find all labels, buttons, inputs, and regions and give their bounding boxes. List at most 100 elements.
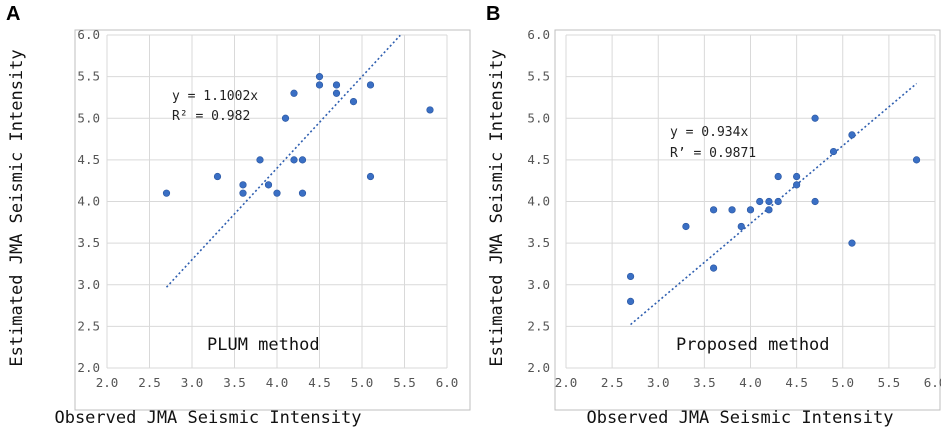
- panel-b-data-point: [756, 197, 764, 206]
- panel-b-x-tick-label: 5.0: [831, 375, 854, 390]
- panel-a-data-point: [281, 114, 290, 122]
- panel-b-data-point: [682, 222, 690, 231]
- panel-b-data-point: [848, 239, 856, 247]
- panel-a-data-point: [315, 73, 324, 81]
- panel-a-equation: y = 1.1002x: [172, 89, 258, 104]
- panel-a-y-tick-labels: 2.0 2.5 3.0 3.5 4.0 4.5 5.0 5.5 6.0: [77, 27, 100, 375]
- panel-b-x-tick-label: 4.5: [785, 375, 808, 390]
- panel-b-data-point: [912, 156, 921, 164]
- panel-a-y-tick-label: 5.5: [77, 69, 100, 84]
- panel-b-y-tick-label: 2.0: [527, 360, 550, 375]
- panel-b-equation: y = 0.934x: [670, 125, 748, 140]
- panel-b-y-tick-label: 4.5: [527, 152, 550, 167]
- panel-a-y-tick-label: 4.0: [77, 194, 100, 209]
- panel-a-data-point: [239, 181, 247, 189]
- panel-b-x-tick-label: 5.5: [878, 375, 901, 390]
- panel-b-x-tick-labels: 2.0 2.5 3.0 3.5 4.0 4.5 5.0 5.5 6.0: [555, 375, 941, 390]
- panel-b-method-label: Proposed method: [676, 335, 830, 355]
- panel-a-y-tick-label: 5.0: [77, 110, 100, 125]
- panel-b-letter: B: [486, 3, 500, 25]
- panel-a-data-point: [349, 97, 358, 106]
- panel-b-data-point: [765, 197, 773, 206]
- panel-a-y-axis-title: Estimated JMA Seismic Intensity: [7, 49, 27, 366]
- panel-a-x-tick-label: 2.5: [138, 375, 161, 390]
- panel-a-x-tick-label: 3.5: [223, 375, 246, 390]
- panel-a-r-squared: R² = 0.982: [172, 109, 250, 124]
- panel-a-data-point: [298, 189, 307, 197]
- panel-b-y-tick-label: 2.5: [527, 318, 550, 333]
- panel-a-x-tick-label: 5.0: [351, 375, 374, 390]
- panel-a-data-point: [264, 181, 273, 189]
- panel-a-y-tick-label: 2.0: [77, 360, 100, 375]
- panel-a-x-axis-title: Observed JMA Seismic Intensity: [54, 408, 361, 428]
- panel-a-data-point: [366, 81, 375, 89]
- panel-a-x-tick-label: 3.0: [181, 375, 204, 390]
- panel-a-y-tick-label: 6.0: [77, 27, 100, 42]
- panel-b-data-point: [811, 197, 819, 206]
- panel-b-data-point: [737, 222, 745, 231]
- panel-a-y-tick-label: 2.5: [77, 318, 100, 333]
- panel-a-x-tick-label: 4.5: [308, 375, 331, 390]
- panel-b-data-point: [765, 206, 773, 214]
- panel-a-data-point: [426, 106, 434, 114]
- panel-a-data-point: [298, 156, 307, 164]
- panel-b-data-point: [728, 206, 736, 214]
- panel-b-y-tick-label: 5.5: [527, 69, 550, 84]
- panel-b-data-point: [709, 264, 718, 272]
- panel-b-x-tick-label: 2.5: [601, 375, 624, 390]
- panel-b-data-point: [829, 147, 838, 156]
- panel-b-y-tick-label: 5.0: [527, 110, 550, 125]
- panel-a-method-label: PLUM method: [207, 335, 320, 355]
- panel-a-x-tick-label: 2.0: [96, 375, 119, 390]
- panel-a-data-point: [239, 189, 247, 197]
- panel-b-data-point: [626, 297, 635, 306]
- panel-b-x-tick-label: 3.5: [693, 375, 716, 390]
- panel-a-data-point: [162, 189, 171, 197]
- panel-b-x-tick-label: 2.0: [555, 375, 578, 390]
- panel-b-trendline: [630, 82, 918, 326]
- panel-b-data-point: [774, 172, 782, 181]
- panel-b-y-tick-labels: 2.0 2.5 3.0 3.5 4.0 4.5 5.0 5.5 6.0: [527, 27, 550, 375]
- panel-a-x-tick-labels: 2.0 2.5 3.0 3.5 4.0 4.5 5.0 5.5 6.0: [96, 375, 459, 390]
- panel-b-y-tick-label: 3.5: [527, 235, 550, 250]
- panel-b-data-point: [626, 272, 635, 281]
- panel-b-gridlines: [565, 34, 936, 369]
- panel-a-x-tick-label: 4.0: [266, 375, 289, 390]
- panel-b-x-tick-label: 4.0: [739, 375, 762, 390]
- panel-a-data-point: [332, 89, 341, 97]
- panel-b: B 2.0 2.5 3.0 3.5 4.0 4.5 5.0 5.5 6.0 2.0 2.5 3.0 3…: [486, 3, 941, 428]
- panel-b-r-squared: R’ = 0.9871: [670, 146, 756, 161]
- panel-a-data-point: [256, 156, 264, 164]
- panel-b-y-axis-title: Estimated JMA Seismic Intensity: [487, 49, 507, 366]
- panel-b-data-point: [811, 114, 819, 122]
- panel-b-x-axis-title: Observed JMA Seismic Intensity: [586, 408, 893, 428]
- panel-a-data-point: [315, 81, 324, 89]
- panel-a-points: [162, 73, 434, 197]
- panel-b-y-tick-label: 6.0: [527, 27, 550, 42]
- panel-a-data-point: [213, 172, 222, 181]
- panel-b-y-tick-label: 3.0: [527, 277, 550, 292]
- panel-a: A 2.0 2.5 3.0 3.5 4.0 4.5 5.0 5.5 6.0 2.0 2.5 3.0 3…: [6, 3, 471, 428]
- panel-b-data-point: [774, 197, 782, 206]
- panel-b-frame: [554, 29, 941, 411]
- panel-b-data-point: [848, 131, 856, 139]
- panel-a-data-point: [366, 172, 375, 181]
- panel-b-data-point: [709, 206, 718, 214]
- panel-a-x-tick-label: 6.0: [436, 375, 459, 390]
- panel-a-data-point: [290, 156, 298, 164]
- panel-a-y-tick-label: 3.5: [77, 235, 100, 250]
- panel-a-data-point: [290, 89, 298, 97]
- panel-a-frame: [74, 29, 471, 411]
- panel-b-data-point: [746, 206, 755, 214]
- panel-b-data-point: [793, 172, 801, 181]
- panel-b-x-tick-label: 3.0: [647, 375, 670, 390]
- panel-a-x-tick-label: 5.5: [393, 375, 416, 390]
- panel-a-y-tick-label: 3.0: [77, 277, 100, 292]
- panel-b-points: [626, 114, 921, 306]
- panel-a-letter: A: [6, 3, 20, 25]
- panel-b-x-tick-label: 6.0: [924, 375, 941, 390]
- panel-b-data-point: [793, 181, 801, 189]
- panel-a-y-tick-label: 4.5: [77, 152, 100, 167]
- panel-a-gridlines: [106, 34, 448, 369]
